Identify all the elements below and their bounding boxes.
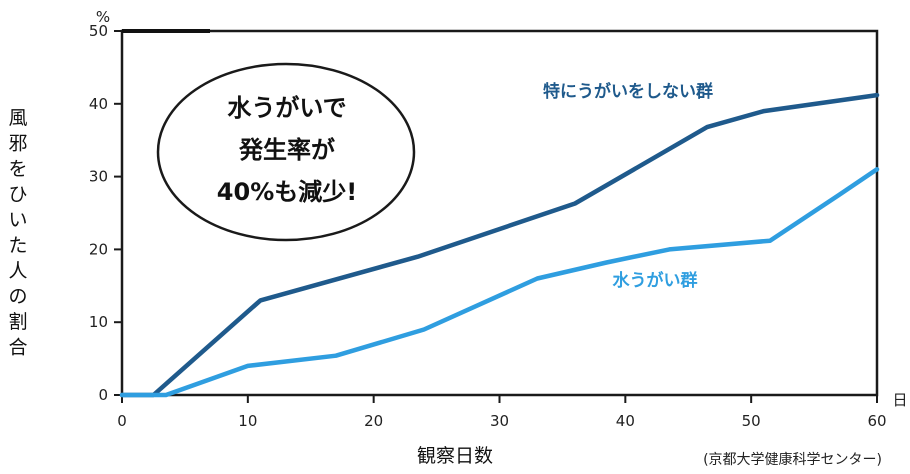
y-axis-ticks: 0 10 20 30 40 50: [89, 22, 122, 404]
annotation-line-3: 40%も減少!: [217, 178, 357, 206]
x-tick-label: 40: [616, 412, 635, 430]
y-tick-label: 30: [89, 168, 108, 186]
x-tick-label: 30: [490, 412, 509, 430]
y-tick-label: 10: [89, 313, 108, 331]
series-label-water-gargle: 水うがい群: [613, 270, 698, 291]
y-axis-title-char: 割: [8, 311, 27, 333]
y-axis-title-char: の: [8, 286, 27, 308]
source-credit: (京都大学健康科学センター): [703, 451, 882, 468]
x-tick-label: 20: [364, 412, 383, 430]
y-tick-label: 20: [89, 240, 108, 258]
series-lines: [119, 92, 880, 398]
x-axis-title: 観察日数: [417, 445, 493, 467]
y-axis-title-char: い: [8, 209, 27, 231]
series-label-no-gargle: 特にうがいをしない群: [543, 81, 713, 102]
y-axis-title: 風邪をひいた人の割合: [8, 107, 27, 359]
annotation-line-1: 水うがいで: [227, 94, 346, 122]
series-line-2: [119, 167, 880, 398]
y-axis-title-char: 人: [8, 260, 27, 282]
y-axis-title-char: ひ: [8, 184, 27, 206]
y-axis-title-char: た: [8, 235, 27, 257]
x-axis-ticks: 0 10 20 30 40 50 60: [117, 395, 887, 430]
x-tick-label: 10: [238, 412, 257, 430]
y-tick-label: 50: [89, 22, 108, 40]
y-axis-title-char: 風: [8, 107, 27, 129]
y-axis-title-char: 合: [8, 337, 27, 359]
series-line-1: [119, 92, 880, 398]
annotation-bubble: 水うがいで 発生率が 40%も減少!: [156, 62, 416, 242]
annotation-line-2: 発生率が: [238, 136, 335, 164]
x-tick-label: 60: [867, 412, 886, 430]
y-tick-label: 40: [89, 95, 108, 113]
annotation-bubble-outline: [156, 62, 416, 242]
y-tick-label: 0: [98, 386, 108, 404]
x-axis-unit: 日: [892, 391, 907, 409]
x-tick-label: 0: [117, 412, 127, 430]
y-axis-unit: %: [96, 8, 110, 26]
y-axis-title-char: を: [8, 158, 27, 180]
y-axis-title-char: 邪: [8, 133, 27, 155]
x-tick-label: 50: [742, 412, 761, 430]
